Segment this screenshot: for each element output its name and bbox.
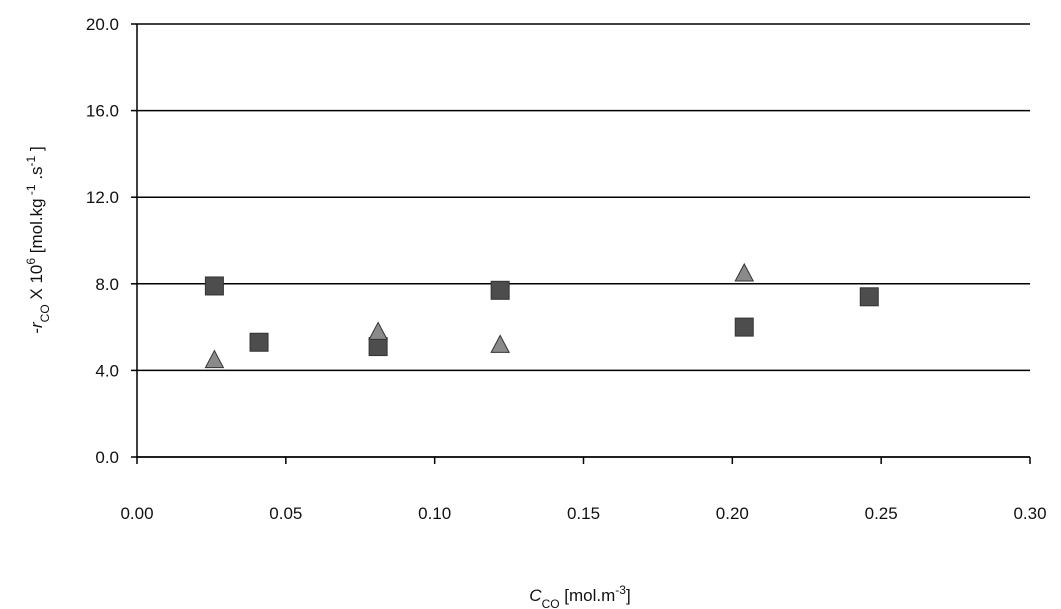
y-tick-label: 20.0 xyxy=(86,15,119,34)
square-marker xyxy=(735,318,753,336)
y-tick-label: 16.0 xyxy=(86,102,119,121)
label-part: CO xyxy=(38,304,52,322)
x-tick-label: 0.10 xyxy=(418,504,451,523)
label-part: [mol.m xyxy=(560,586,616,605)
y-tick-label: 4.0 xyxy=(95,361,119,380)
x-axis-label: CCO [mol.m-3] xyxy=(529,583,630,609)
square-marker xyxy=(369,338,387,356)
square-marker xyxy=(205,277,223,295)
y-tick-label: 8.0 xyxy=(95,275,119,294)
label-part: [mol.kg xyxy=(27,198,46,258)
triangle-marker xyxy=(735,264,753,281)
label-part: ] xyxy=(626,586,631,605)
y-tick-label: 12.0 xyxy=(86,188,119,207)
triangle-marker xyxy=(205,351,223,368)
x-tick-label: 0.00 xyxy=(120,504,153,523)
x-tick-label: 0.15 xyxy=(567,504,600,523)
y-axis-label: -rCO X 106 [mol.kg -1 .s-1 ] xyxy=(24,146,52,333)
square-marker xyxy=(250,333,268,351)
label-part: -1 xyxy=(24,155,38,166)
triangle-marker xyxy=(491,335,509,352)
chart: CCO [mol.m-3] -rCO X 106 [mol.kg -1 .s-1… xyxy=(0,0,1061,609)
label-part: -3 xyxy=(615,583,626,597)
triangle-marker xyxy=(369,322,387,339)
label-part: -1 xyxy=(24,184,38,198)
y-tick-label: 0.0 xyxy=(95,448,119,467)
label-part: C xyxy=(529,586,542,605)
x-tick-label: 0.05 xyxy=(269,504,302,523)
x-tick-label: 0.20 xyxy=(716,504,749,523)
label-part: .s xyxy=(27,166,46,184)
label-part: X 10 xyxy=(27,265,46,305)
square-marker xyxy=(491,281,509,299)
label-part: ] xyxy=(27,146,46,155)
x-tick-label: 0.30 xyxy=(1013,504,1046,523)
x-tick-label: 0.25 xyxy=(865,504,898,523)
label-part: CO xyxy=(542,597,560,609)
square-marker xyxy=(860,288,878,306)
